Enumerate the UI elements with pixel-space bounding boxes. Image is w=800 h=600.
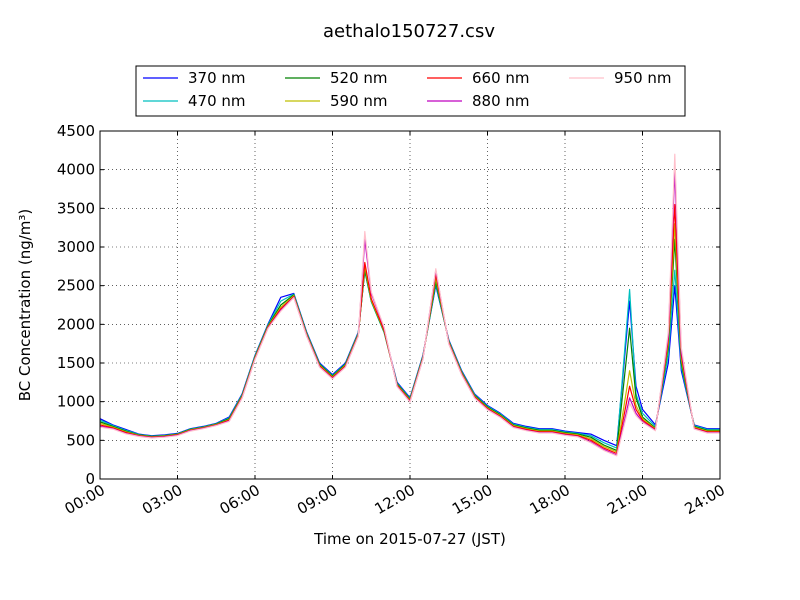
y-tick-label: 2000 [57, 315, 95, 333]
legend-label: 470 nm [188, 92, 246, 110]
y-tick-label: 500 [66, 431, 95, 449]
plot-area [99, 153, 720, 457]
legend: 370 nm 470 nm 520 nm 590 nm 660 nm 880 nm 950 … [135, 65, 686, 117]
legend-label: 590 nm [330, 92, 388, 110]
y-tick-label: 3500 [57, 199, 95, 217]
y-tick-label: 1000 [57, 393, 95, 411]
y-tick-label: 1500 [57, 354, 95, 372]
y-tick-label: 4000 [57, 161, 95, 179]
legend-label: 880 nm [472, 92, 530, 110]
y-axis-label: BC Concentration (ng/m³) [16, 209, 34, 402]
y-tick-label: 4500 [57, 122, 95, 140]
series-line-950-nm [99, 153, 720, 457]
y-tick-label: 2500 [57, 277, 95, 295]
y-tick-label: 3000 [57, 238, 95, 256]
legend-label: 520 nm [330, 69, 388, 87]
legend-label: 950 nm [614, 69, 672, 87]
legend-label: 370 nm [188, 69, 246, 87]
chart-title: aethalo150727.csv [323, 21, 495, 42]
x-axis-label: Time on 2015-07-27 (JST) [313, 530, 506, 548]
legend-label: 660 nm [472, 69, 530, 87]
legend-frame [135, 65, 686, 117]
y-tick-label: 0 [85, 470, 95, 488]
